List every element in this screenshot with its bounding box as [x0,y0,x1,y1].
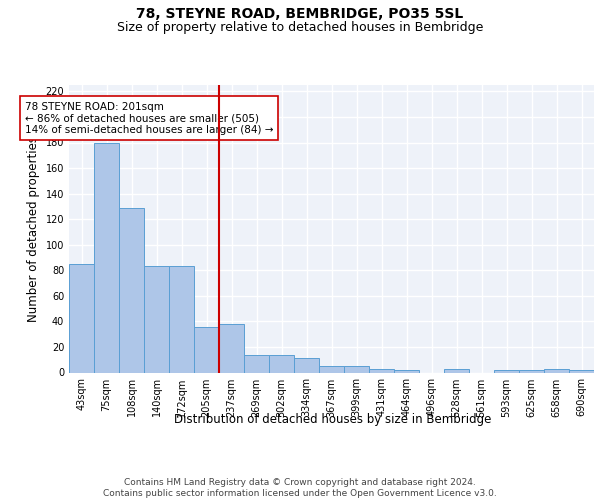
Bar [194,326,219,372]
Bar [169,266,194,372]
Bar [144,266,169,372]
Bar [494,370,519,372]
Bar [519,370,544,372]
Bar [244,354,269,372]
Bar [319,366,344,372]
Bar [369,368,394,372]
Bar [69,264,94,372]
Bar [219,324,244,372]
Bar [444,368,469,372]
Text: Distribution of detached houses by size in Bembridge: Distribution of detached houses by size … [175,412,491,426]
Text: Size of property relative to detached houses in Bembridge: Size of property relative to detached ho… [117,21,483,34]
Bar [294,358,319,372]
Bar [394,370,419,372]
Text: 78 STEYNE ROAD: 201sqm
← 86% of detached houses are smaller (505)
14% of semi-de: 78 STEYNE ROAD: 201sqm ← 86% of detached… [25,102,273,135]
Bar [344,366,369,372]
Text: Contains HM Land Registry data © Crown copyright and database right 2024.
Contai: Contains HM Land Registry data © Crown c… [103,478,497,498]
Text: 78, STEYNE ROAD, BEMBRIDGE, PO35 5SL: 78, STEYNE ROAD, BEMBRIDGE, PO35 5SL [136,8,464,22]
Bar [119,208,144,372]
Bar [269,354,294,372]
Bar [569,370,594,372]
Y-axis label: Number of detached properties: Number of detached properties [27,136,40,322]
Bar [94,142,119,372]
Bar [544,368,569,372]
